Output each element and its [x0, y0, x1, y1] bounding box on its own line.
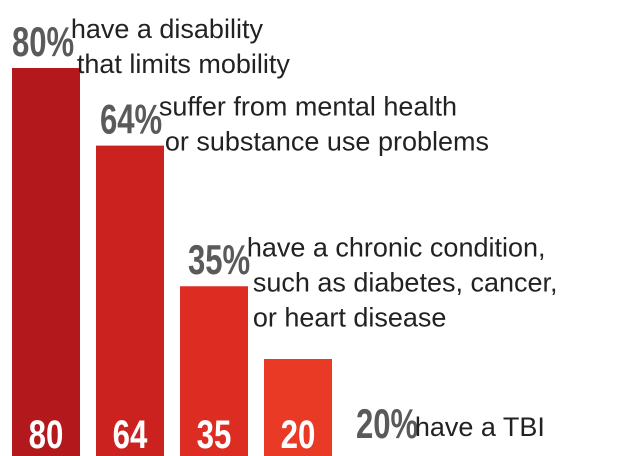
annotation-line: such as diabetes, cancer,	[253, 267, 558, 297]
bar-80	[12, 68, 80, 456]
annotation-percent: 64%	[100, 96, 162, 143]
annotation-percent: 35%	[188, 237, 250, 284]
annotation-percent: 20%	[356, 400, 418, 447]
annotation-line: or substance use problems	[165, 127, 489, 157]
annotation-line: or heart disease	[253, 302, 447, 332]
annotation-line: that limits mobility	[77, 49, 291, 79]
bar-35	[180, 286, 248, 456]
bar-label: 80	[29, 412, 64, 456]
bar-64	[96, 145, 164, 456]
bar-20	[264, 359, 332, 456]
annotation-line: have a chronic condition,	[247, 232, 546, 262]
annotation-line: have a disability	[71, 14, 264, 44]
annotation-percent: 80%	[12, 18, 74, 65]
annotation-line: have a TBI	[415, 412, 545, 442]
bar-label: 20	[281, 412, 316, 456]
annotation-line: suffer from mental health	[159, 92, 457, 122]
bar-label: 35	[197, 412, 232, 456]
bar-label: 64	[113, 412, 148, 456]
